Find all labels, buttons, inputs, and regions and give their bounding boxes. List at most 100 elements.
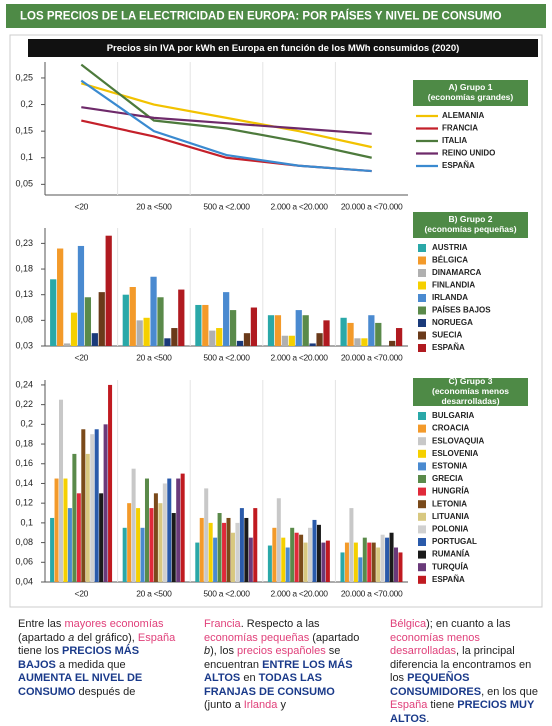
y-tick-label: 0,05: [15, 179, 33, 189]
legend-label: ALEMANIA: [442, 111, 484, 120]
y-tick-label: 0,1: [20, 152, 33, 162]
bar: [380, 534, 385, 582]
footer-text: Entre las: [18, 618, 65, 630]
x-tick-label: 20.000 a <70.000: [341, 588, 403, 598]
footer-text: , la principal diferencia la encontramos…: [390, 645, 532, 684]
line: [80, 63, 372, 159]
bar: [67, 508, 72, 582]
x-tick-label: 20.000 a <70.000: [341, 201, 403, 211]
bar: [226, 517, 231, 582]
bar: [50, 517, 55, 582]
bar: [325, 540, 330, 582]
bar: [162, 483, 167, 582]
line: [80, 82, 372, 149]
x-tick-label: 20 a <500: [136, 588, 172, 598]
legend-swatch: [418, 294, 426, 302]
bar: [108, 384, 113, 582]
bar: [76, 493, 81, 582]
bar: [248, 537, 253, 582]
x-tick-label: 2.000 a <20.000: [271, 201, 329, 211]
x-tick-label: 2.000 a <20.000: [271, 588, 329, 598]
bar: [171, 328, 178, 346]
page-title: LOS PRECIOS DE LA ELECTRICIDAD EN EUROPA…: [20, 10, 502, 23]
footer-text: Francia: [204, 618, 241, 630]
legend-swatch: [418, 331, 426, 340]
legend-swatch: [418, 487, 426, 496]
x-tick-label: 20 a <500: [136, 352, 172, 362]
bar: [195, 542, 200, 582]
legend-label: NORUEGA: [432, 318, 473, 327]
footer-text: PEQUEÑOS CONSUMIDORES: [390, 672, 482, 698]
legend-label: CROACIA: [432, 424, 470, 433]
x-tick-label: 500 a <2.000: [203, 201, 250, 211]
footer-column: Bélgica); en cuanto a las economías meno…: [390, 618, 548, 726]
bar: [323, 320, 330, 346]
bar: [309, 343, 316, 346]
y-tick-label: 0,12: [15, 498, 33, 508]
footer-text: ), los: [210, 645, 238, 657]
bar: [303, 542, 308, 582]
footer-text: (junto a: [204, 699, 244, 711]
bar: [213, 537, 218, 582]
bar: [122, 294, 129, 346]
bar: [216, 328, 223, 346]
bar: [98, 292, 105, 346]
bar: [222, 522, 227, 582]
bar: [295, 310, 302, 346]
bar: [63, 478, 68, 582]
chart: LOS PRECIOS DE LA ELECTRICIDAD EN EUROPA…: [6, 4, 546, 608]
bar: [223, 292, 230, 346]
y-tick-label: 0,15: [15, 126, 33, 136]
legend-label: ESLOVAQUIA: [432, 436, 485, 445]
footer-text: AUMENTA EL NIVEL DE CONSUMO: [18, 672, 143, 698]
bar: [308, 527, 313, 582]
bar: [99, 493, 104, 582]
bar: [54, 478, 59, 582]
bar: [393, 547, 399, 582]
bar: [208, 522, 213, 582]
legend-swatch: [418, 256, 426, 265]
footer-text: , en los que: [481, 685, 538, 698]
legend-swatch: [418, 306, 426, 315]
bar: [230, 532, 235, 582]
legend-swatch: [418, 550, 426, 559]
footer-text: ENTRE LOS MÁS ALTOS: [204, 658, 353, 685]
footer-text: a: [68, 631, 75, 644]
legend-swatch: [418, 319, 426, 327]
bar: [209, 330, 216, 346]
y-tick-label: 0,23: [15, 238, 33, 248]
y-tick-label: 0,2: [20, 99, 33, 109]
footer-text: mayores economías: [64, 618, 164, 630]
bar: [94, 429, 99, 582]
bar: [371, 542, 376, 582]
footer-text: Irlanda: [243, 699, 278, 711]
bar: [236, 340, 244, 346]
bar: [81, 429, 86, 582]
legend-label: LITUANIA: [432, 512, 470, 521]
legend-swatch: [418, 575, 426, 584]
legend-label: IRLANDA: [432, 293, 468, 302]
bar: [368, 315, 375, 346]
bar: [281, 335, 289, 346]
bar: [244, 517, 249, 582]
page: LOS PRECIOS DE LA ELECTRICIDAD EN EUROPA…: [6, 4, 546, 725]
bar: [90, 434, 95, 582]
bar: [395, 328, 403, 346]
bar: [376, 547, 381, 582]
bar: [204, 488, 209, 582]
bar: [316, 524, 321, 582]
bar: [158, 503, 163, 582]
legend-swatch: [418, 512, 426, 521]
legend-label: ESLOVENIA: [432, 449, 478, 458]
legend-header: [413, 212, 528, 238]
bar: [253, 508, 258, 582]
bar: [235, 522, 240, 582]
bar: [272, 527, 277, 582]
y-tick-label: 0,18: [15, 263, 33, 273]
bar: [276, 498, 281, 582]
legend-label: LETONIA: [432, 499, 467, 508]
footer-text: del gráfico),: [74, 631, 138, 644]
footer: Entre las mayores economías (apartado a …: [18, 618, 548, 726]
legend-swatch: [418, 269, 426, 277]
footer-text: tiene los: [18, 645, 63, 657]
